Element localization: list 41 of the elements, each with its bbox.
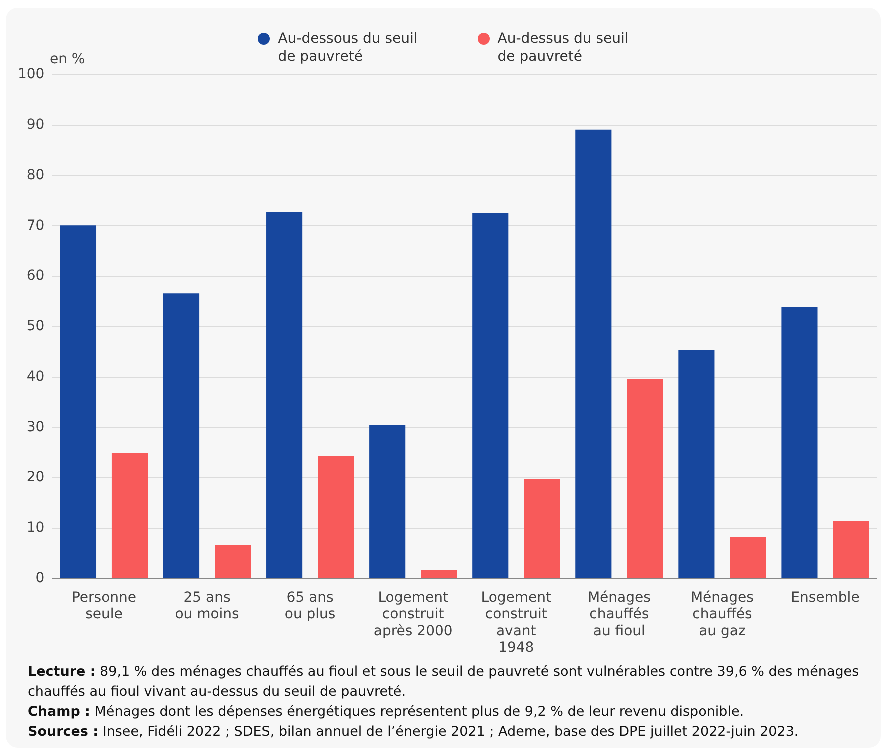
y-axis-title: en %	[50, 52, 86, 68]
y-tick-label: 80	[26, 167, 45, 184]
y-tick-label: 90	[26, 117, 45, 134]
y-tick-label: 100	[18, 66, 45, 83]
bar	[730, 536, 766, 578]
y-tick-label: 70	[26, 218, 45, 234]
x-tick-label: 25 ans ou moins	[175, 590, 240, 623]
bar	[421, 570, 458, 578]
bar	[472, 213, 509, 578]
x-tick-label: Logement construit après 2000	[374, 590, 453, 640]
x-tick-label: Logement construit avant 1948	[481, 590, 552, 656]
x-tick-label: Personne seule	[72, 590, 137, 623]
x-tick-label: Ménages chauffés au fioul	[588, 590, 651, 640]
y-tick-label: 10	[26, 520, 45, 536]
bar	[833, 521, 870, 578]
bar	[215, 546, 252, 578]
source-note: Sources : Insee, Fidéli 2022 ; SDES, bilan annuel de l’énergie 2021 ; Ademe, base des DPE juillet 2022-juin 2023.	[28, 723, 800, 742]
bar	[370, 425, 406, 578]
x-tick-label: Ensemble	[791, 590, 860, 606]
legend-label: Au-dessous du seuil de pauvreté	[278, 30, 418, 66]
legend-label: Au-dessus du seuil de pauvreté	[498, 30, 629, 66]
bar	[318, 456, 354, 578]
bar	[163, 294, 200, 578]
y-tick-label: 40	[26, 368, 45, 385]
bar	[112, 453, 148, 578]
bar	[524, 480, 560, 578]
bar	[576, 130, 612, 578]
x-tick-label: 65 ans ou plus	[284, 590, 336, 623]
bar	[627, 379, 664, 578]
bar	[782, 307, 818, 578]
bar	[266, 212, 303, 578]
y-tick-label: 50	[26, 318, 45, 335]
text: Champ : Ménages dont les dépenses énergétiques représentent plus de 9,2 % de leur revenu disponible.	[28, 703, 746, 722]
text: Lecture : 89,1 % des ménages chauffés au fioul et sous le seuil de pauvreté sont vulnérables contre 39,6 % des ménages chauffés au fioul vivant au-dessus du seuil de pauvreté.	[28, 663, 860, 702]
y-tick-label: 60	[26, 268, 45, 284]
y-tick-label: 0	[36, 570, 45, 586]
x-tick-label: Ménages chauffés au gaz	[690, 590, 754, 640]
y-tick-label: 20	[26, 470, 45, 486]
bar	[678, 350, 715, 578]
bar	[60, 226, 97, 578]
y-tick-label: 30	[26, 419, 45, 436]
